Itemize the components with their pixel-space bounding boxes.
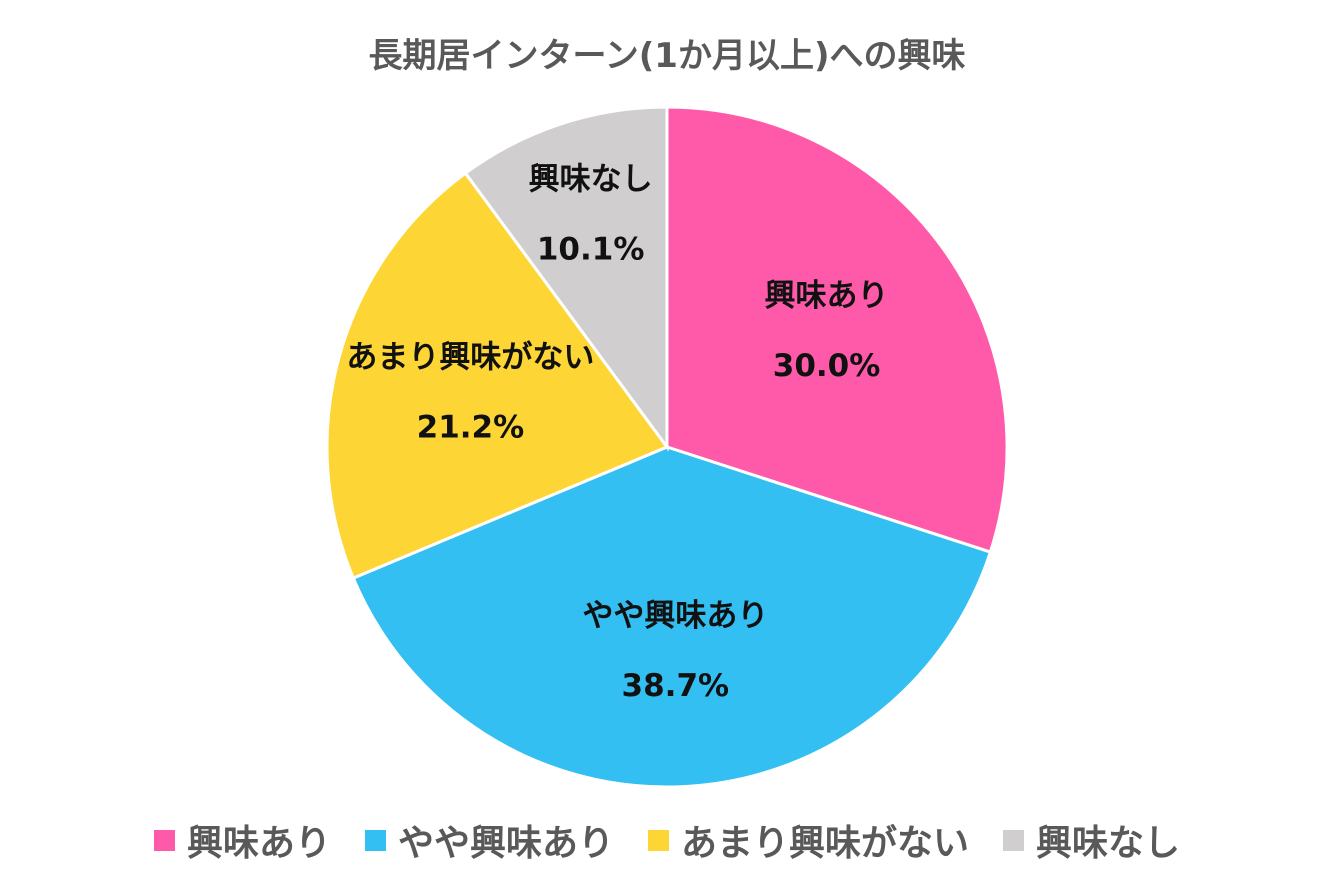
pie-labels: 興味あり 30.0% やや興味あり 38.7% あまり興味がない 21.2% 興味なし 10.… <box>346 161 888 703</box>
legend-swatch-3 <box>1003 829 1025 851</box>
pie-slices <box>325 105 1009 789</box>
legend-swatch-2 <box>648 829 669 851</box>
slice-value-0: 30.0% <box>773 348 881 384</box>
slice-label-1: やや興味あり <box>582 598 768 634</box>
legend-item-1: やや興味あり <box>364 814 614 866</box>
legend-item-2: あまり興味がない <box>648 814 969 866</box>
slice-value-1: 38.7% <box>622 668 730 704</box>
chart-title: 長期居インターン(1か月以上)への興味 <box>368 36 966 76</box>
slice-label-0: 興味あり <box>765 278 889 314</box>
legend-swatch-1 <box>364 829 386 851</box>
pie-slice-2 <box>325 171 670 581</box>
legend-label-3: 興味なし <box>1036 823 1181 864</box>
legend-label-2: あまり興味がない <box>681 823 970 864</box>
pie-chart: 興味あり 30.0% やや興味あり 38.7% あまり興味がない 21.2% 興味なし 10.… <box>325 105 1009 789</box>
pie-slice-1 <box>351 445 993 789</box>
legend-item-3: 興味なし <box>1003 814 1180 866</box>
slice-label-3: 興味なし <box>529 161 653 197</box>
slice-label-2: あまり興味がない <box>346 340 594 376</box>
legend-swatch-0 <box>153 829 175 851</box>
slice-value-3: 10.1% <box>537 231 645 267</box>
legend-label-1: やや興味あり <box>397 823 614 864</box>
legend-item-0: 興味あり <box>153 814 331 866</box>
pie-slice-3 <box>463 105 669 452</box>
legend-label-0: 興味あり <box>186 823 331 864</box>
pie-slice-0 <box>665 105 1009 554</box>
slice-value-2: 21.2% <box>417 410 525 446</box>
legend: 興味あり やや興味あり あまり興味がない 興味なし <box>0 815 1334 865</box>
